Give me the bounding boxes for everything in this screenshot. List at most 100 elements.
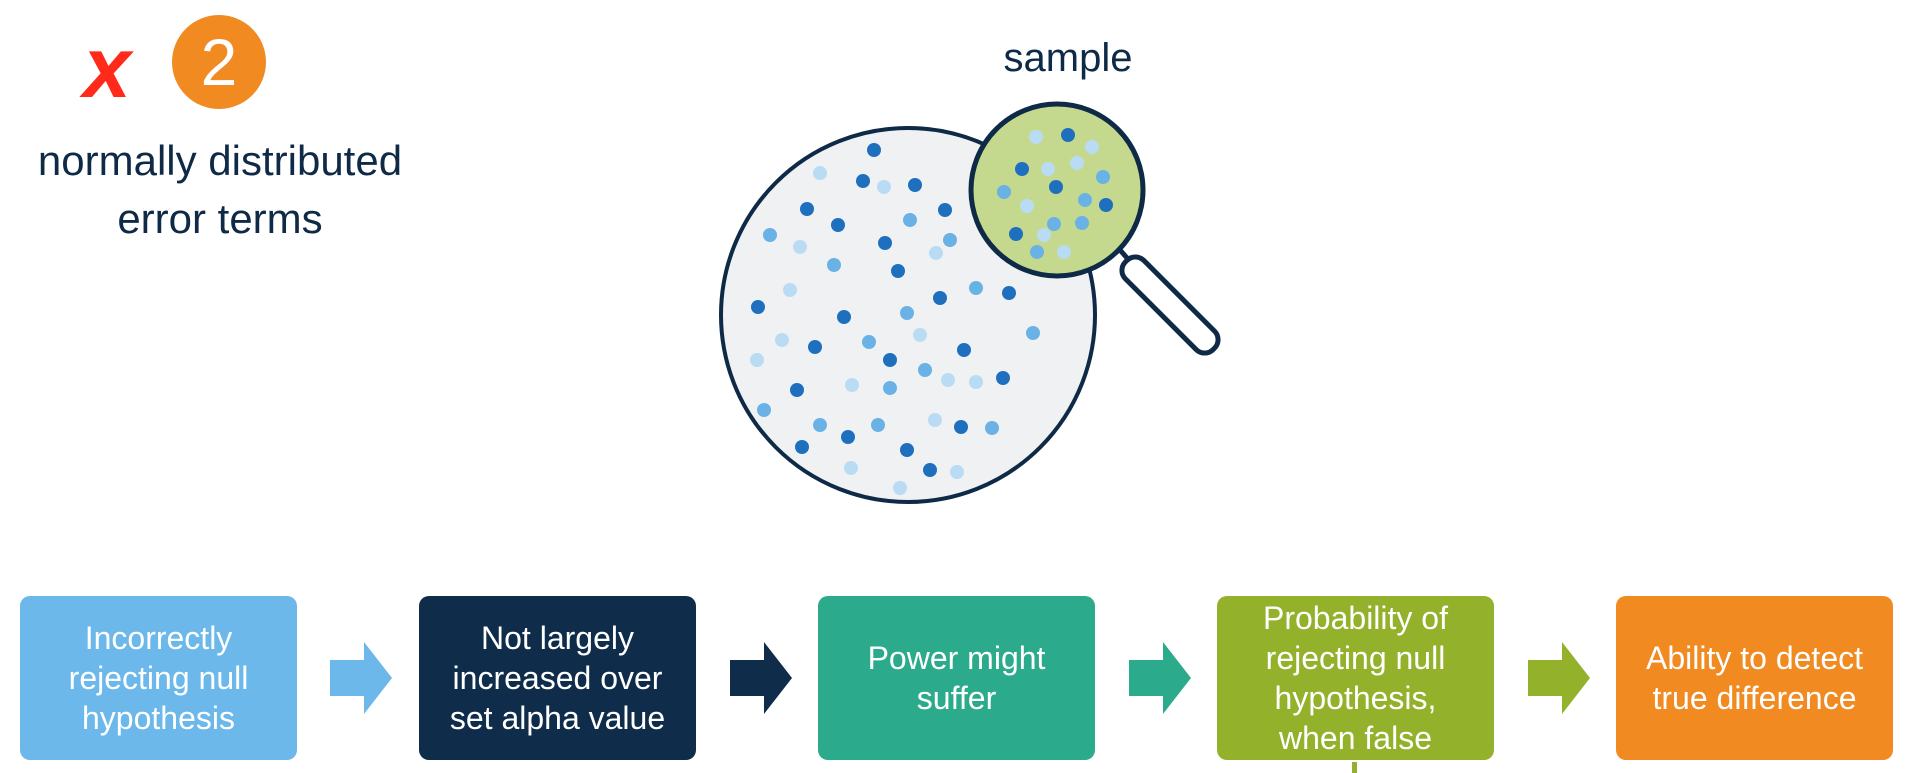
population-dot: [900, 306, 914, 320]
population-dot: [943, 233, 957, 247]
population-dot: [941, 373, 955, 387]
sample-dot: [1078, 193, 1092, 207]
sample-dot: [997, 185, 1011, 199]
step-3-line-1: Power might: [867, 640, 1046, 676]
population-dot: [793, 240, 807, 254]
population-dot: [908, 178, 922, 192]
sample-dot: [1099, 198, 1113, 212]
step-2-line-1: Not largely: [481, 620, 634, 656]
step-4-line-1: Probability of: [1263, 600, 1448, 636]
population-dot: [841, 430, 855, 444]
population-dot: [790, 383, 804, 397]
sample-dots: [997, 128, 1113, 259]
sample-dot: [1075, 216, 1089, 230]
population-dot: [831, 218, 845, 232]
sample-dot: [1047, 217, 1061, 231]
magnifier-handle: [1118, 248, 1221, 356]
step-4-line-2: rejecting null: [1265, 640, 1446, 676]
flow-step-ability-to-detect: Ability to detect true difference: [1616, 596, 1893, 760]
population-dot: [763, 228, 777, 242]
step-5-line-2: true difference: [1652, 680, 1857, 716]
population-dot: [883, 353, 897, 367]
flow-step-power-might-suffer: Power might suffer: [818, 596, 1095, 760]
step-1-line-2: rejecting null: [68, 660, 249, 696]
population-dot: [933, 291, 947, 305]
population-dot: [928, 413, 942, 427]
connector-line: [1352, 762, 1357, 773]
population-dot: [923, 463, 937, 477]
population-dot: [985, 421, 999, 435]
assumption-number-badge: 2: [172, 15, 266, 109]
population-dot: [871, 418, 885, 432]
population-dot: [813, 166, 827, 180]
sample-dot: [1029, 130, 1043, 144]
sample-dot: [1020, 199, 1034, 213]
population-dots: [750, 143, 1040, 495]
sample-dot: [1061, 128, 1075, 142]
population-dot: [1002, 286, 1016, 300]
sample-dot: [1096, 170, 1110, 184]
population-dot: [891, 264, 905, 278]
assumption-label-line-1: normally distributed: [37, 137, 403, 184]
flow-step-probability-of-rejecting: Probability of rejecting null hypothesis…: [1217, 596, 1494, 760]
population-dot: [878, 236, 892, 250]
sample-dot: [1070, 156, 1084, 170]
population-dot: [954, 420, 968, 434]
sample-dot: [1009, 227, 1023, 241]
cross-mark-icon: x: [83, 20, 131, 116]
population-dot: [929, 246, 943, 260]
population-dot: [969, 281, 983, 295]
population-dot: [957, 343, 971, 357]
step-3-line-2: suffer: [916, 680, 997, 716]
population-dot: [783, 283, 797, 297]
population-dot: [969, 375, 983, 389]
population-dot: [775, 333, 789, 347]
population-dot: [996, 371, 1010, 385]
assumption-label: normally distributed error terms: [0, 132, 440, 248]
population-dot: [938, 203, 952, 217]
step-2-line-3: set alpha value: [449, 700, 666, 736]
sample-dot: [1057, 245, 1071, 259]
flow-step-incorrectly-rejecting-null: Incorrectly rejecting null hypothesis: [20, 596, 297, 760]
sample-label: sample: [1003, 36, 1133, 80]
population-dot: [903, 213, 917, 227]
population-dot: [800, 202, 814, 216]
assumption-label-line-2: error terms: [117, 195, 323, 242]
population-dot: [837, 310, 851, 324]
population-dot: [893, 481, 907, 495]
step-5-line-1: Ability to detect: [1646, 640, 1863, 676]
population-dot: [844, 461, 858, 475]
population-dot: [808, 340, 822, 354]
flow-arrow-icon: [330, 642, 392, 714]
population-dot: [827, 258, 841, 272]
population-dot: [918, 363, 932, 377]
population-dot: [867, 143, 881, 157]
population-dot: [751, 300, 765, 314]
population-dot: [862, 335, 876, 349]
sample-magnifier-illustration: [719, 101, 1221, 504]
population-dot: [950, 465, 964, 479]
population-dot: [856, 174, 870, 188]
flow-arrow-icon: [1129, 642, 1191, 714]
sample-dot: [1085, 140, 1099, 154]
population-dot: [1026, 326, 1040, 340]
step-4-line-3: hypothesis,: [1274, 680, 1437, 716]
step-1-line-3: hypothesis: [82, 700, 235, 736]
population-dot: [883, 381, 897, 395]
population-dot: [757, 403, 771, 417]
flow-arrow-icon: [730, 642, 792, 714]
step-2-line-2: increased over: [452, 660, 663, 696]
flow-arrow-icon: [1528, 642, 1590, 714]
sample-dot: [1015, 162, 1029, 176]
population-dot: [845, 378, 859, 392]
population-dot: [813, 418, 827, 432]
population-dot: [795, 440, 809, 454]
sample-dot: [1041, 162, 1055, 176]
population-dot: [900, 443, 914, 457]
population-dot: [913, 328, 927, 342]
sample-dot: [1049, 180, 1063, 194]
flow-step-not-largely-increased: Not largely increased over set alpha val…: [419, 596, 696, 760]
sample-dot: [1037, 228, 1051, 242]
step-4-line-4: when false: [1279, 720, 1432, 756]
population-dot: [877, 180, 891, 194]
